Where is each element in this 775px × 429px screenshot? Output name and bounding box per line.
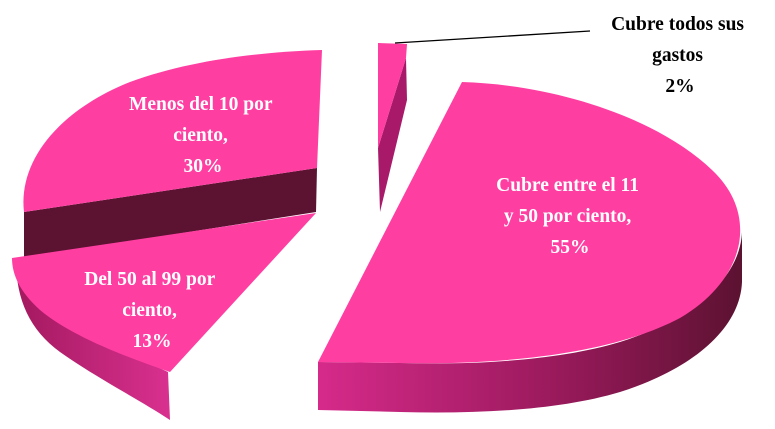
data-label-del-50-al-99: Del 50 al 99 por ciento, 13% [84,269,220,352]
slice-top [12,213,316,372]
slice-top [23,50,322,212]
leader-line [394,30,591,44]
slice-cubre-todos-sus-gastos [378,43,407,212]
slice-side [378,58,407,212]
data-label-cubre-entre-11-y-50: Cubre entre el 11 y 50 por ciento, 55% [496,175,644,258]
slice-side [318,232,742,413]
slice-top [318,82,741,364]
data-labels: Cubre todos sus gastos 2% Cubre entre el… [84,14,749,352]
slice-menos-del-10 [23,50,322,258]
slice-cubre-entre-11-y-50 [318,82,742,413]
slice-del-50-al-99 [12,213,316,420]
slice-top [378,43,407,148]
data-label-cubre-todos-sus-gastos: Cubre todos sus gastos 2% [611,14,749,97]
slice-side [24,168,317,258]
data-label-menos-del-10: Menos del 10 por ciento, 30% [129,94,277,177]
